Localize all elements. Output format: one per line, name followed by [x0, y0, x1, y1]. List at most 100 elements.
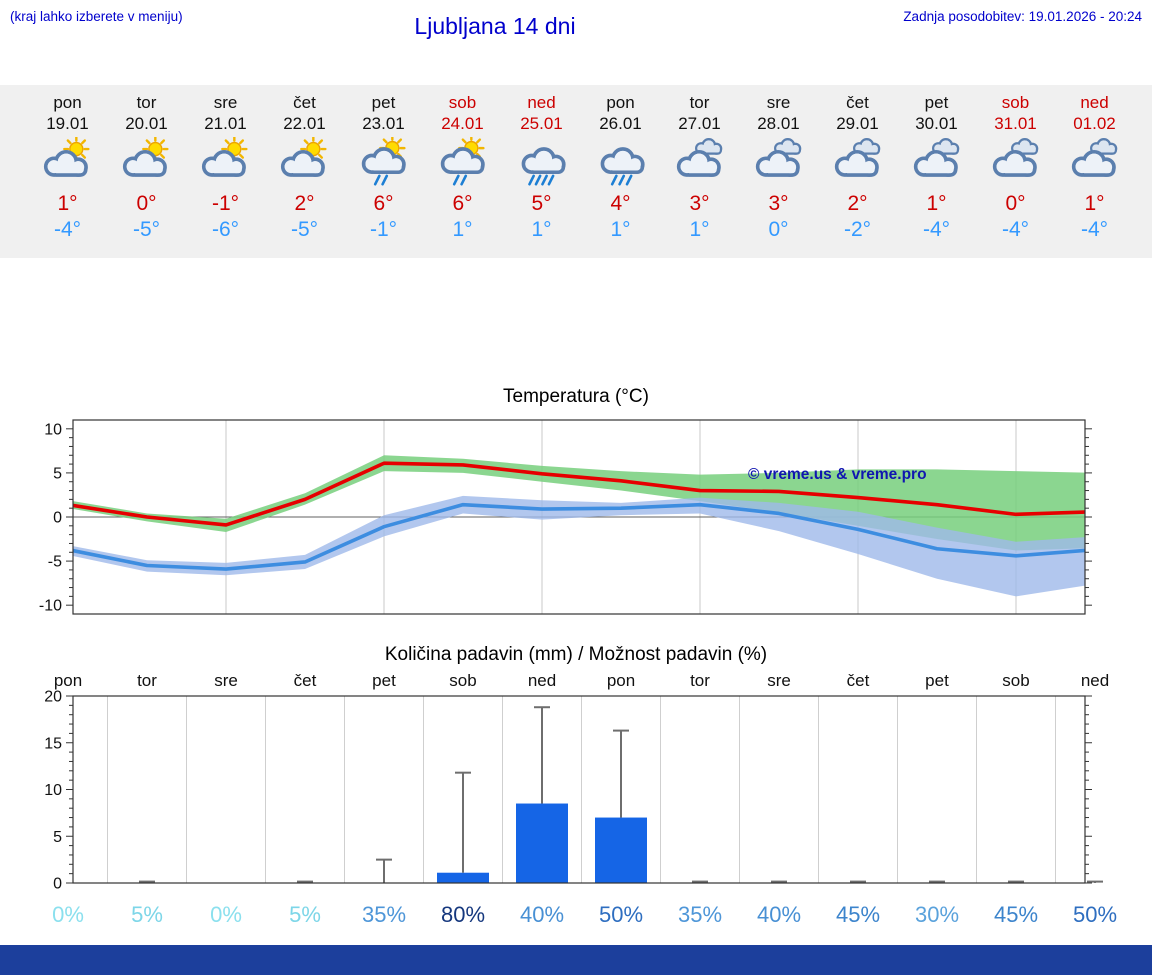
high-temp: 1°: [1084, 192, 1105, 215]
svg-text:-5: -5: [48, 554, 62, 571]
cloudy-icon: [676, 138, 722, 177]
forecast-day[interactable]: čet 22.01 2° -5°: [265, 92, 344, 258]
low-temp: -4°: [53, 218, 82, 241]
day-date: 27.01: [678, 114, 721, 133]
weather-icon: [897, 137, 976, 189]
day-date: 23.01: [362, 114, 405, 133]
svg-text:tor: tor: [690, 671, 710, 690]
svg-text:0: 0: [53, 876, 62, 893]
high-temp: 3°: [689, 192, 710, 215]
cloudy-icon: [834, 138, 880, 177]
svg-text:sob: sob: [1002, 671, 1029, 690]
precip-probability: 35%: [678, 902, 722, 927]
svg-text:5: 5: [53, 829, 62, 846]
day-date: 19.01: [46, 114, 89, 133]
svg-text:sre: sre: [214, 671, 238, 690]
svg-text:pon: pon: [54, 671, 82, 690]
weather-icon: [739, 137, 818, 189]
forecast-day[interactable]: sob 31.01 0° -4°: [976, 92, 1055, 258]
forecast-day[interactable]: pet 23.01 6° -1°: [344, 92, 423, 258]
forecast-day[interactable]: sre 28.01 3° 0°: [739, 92, 818, 258]
forecast-day[interactable]: tor 20.01 0° -5°: [107, 92, 186, 258]
low-temp: 1°: [610, 218, 631, 241]
svg-text:sre: sre: [767, 671, 791, 690]
low-temp: -2°: [843, 218, 872, 241]
precip-probability: 40%: [520, 902, 564, 927]
weather-icon: [186, 135, 265, 189]
svg-text:ned: ned: [528, 671, 556, 690]
svg-text:čet: čet: [847, 671, 870, 690]
high-temp: 3°: [768, 192, 789, 215]
precip-probability: 35%: [362, 902, 406, 927]
high-temp: 6°: [373, 192, 394, 215]
low-temp: -4°: [922, 218, 951, 241]
precip-probability: 45%: [836, 902, 880, 927]
forecast-day[interactable]: sre 21.01 -1° -6°: [186, 92, 265, 258]
precip-probability: 50%: [1073, 902, 1117, 927]
precipitation-chart-title: Količina padavin (mm) / Možnost padavin …: [384, 644, 768, 665]
svg-text:10: 10: [44, 421, 62, 438]
forecast-day[interactable]: čet 29.01 2° -2°: [818, 92, 897, 258]
day-date: 31.01: [994, 114, 1037, 133]
forecast-day[interactable]: sob 24.01 6° 1°: [423, 92, 502, 258]
day-name: čet: [846, 93, 869, 112]
day-date: 01.02: [1073, 114, 1116, 133]
day-date: 22.01: [283, 114, 326, 133]
low-temp: 1°: [452, 218, 473, 241]
high-temp: 1°: [57, 192, 78, 215]
day-name: pet: [371, 93, 396, 112]
last-updated-text: Zadnja posodobitev: 19.01.2026 - 20:24: [903, 9, 1142, 24]
partly-sunny-icon: [280, 135, 327, 177]
partly-sunny-icon: [122, 135, 169, 177]
day-name: sob: [1001, 93, 1030, 112]
high-temp: 6°: [452, 192, 473, 215]
forecast-day[interactable]: tor 27.01 3° 1°: [660, 92, 739, 258]
low-temp: -5°: [132, 218, 161, 241]
precip-probability: 30%: [915, 902, 959, 927]
low-temp: -4°: [1001, 218, 1030, 241]
day-date: 29.01: [836, 114, 879, 133]
day-date: 24.01: [441, 114, 484, 133]
day-name: pon: [606, 93, 635, 112]
weather-icon: [28, 135, 107, 189]
cloudy-icon: [992, 138, 1038, 177]
weather-icon: [1055, 137, 1134, 189]
high-temp: 4°: [610, 192, 631, 215]
low-temp: 0°: [768, 218, 789, 241]
forecast-day[interactable]: pon 19.01 1° -4°: [28, 92, 107, 258]
day-date: 30.01: [915, 114, 958, 133]
high-temp: -1°: [211, 192, 240, 215]
high-temp: 5°: [531, 192, 552, 215]
svg-text:5: 5: [53, 465, 62, 482]
low-temp: 1°: [531, 218, 552, 241]
svg-text:čet: čet: [294, 671, 317, 690]
day-name: pon: [53, 93, 82, 112]
forecast-day[interactable]: pet 30.01 1° -4°: [897, 92, 976, 258]
forecast-day[interactable]: pon 26.01 4° 1°: [581, 92, 660, 258]
forecast-day[interactable]: ned 01.02 1° -4°: [1055, 92, 1134, 258]
partly-sunny-showers-icon: [440, 134, 485, 186]
temperature-chart-title: Temperatura (°C): [503, 386, 649, 407]
high-temp: 0°: [136, 192, 157, 215]
page-title: Ljubljana 14 dni: [414, 13, 576, 39]
footer-bar: [0, 945, 1152, 975]
forecast-day[interactable]: ned 25.01 5° 1°: [502, 92, 581, 258]
day-name: sre: [766, 93, 791, 112]
rain-heavy-icon: [521, 147, 566, 186]
precip-probability: 40%: [757, 902, 801, 927]
weather-icon: [581, 137, 660, 189]
day-name: ned: [1080, 93, 1109, 112]
precip-probability: 45%: [994, 902, 1038, 927]
svg-text:pon: pon: [607, 671, 635, 690]
svg-text:-10: -10: [39, 598, 62, 615]
weather-icon: [423, 134, 502, 189]
weather-icon: [818, 137, 897, 189]
high-temp: 2°: [847, 192, 868, 215]
day-name: tor: [689, 93, 710, 112]
day-date: 28.01: [757, 114, 800, 133]
temperature-chart: -10 -5 0 5 10 © vreme.us & vreme.pro: [39, 419, 1092, 615]
cloudy-icon: [913, 138, 959, 177]
weather-icon: [976, 137, 1055, 189]
high-temp: 1°: [926, 192, 947, 215]
day-name: sre: [213, 93, 238, 112]
